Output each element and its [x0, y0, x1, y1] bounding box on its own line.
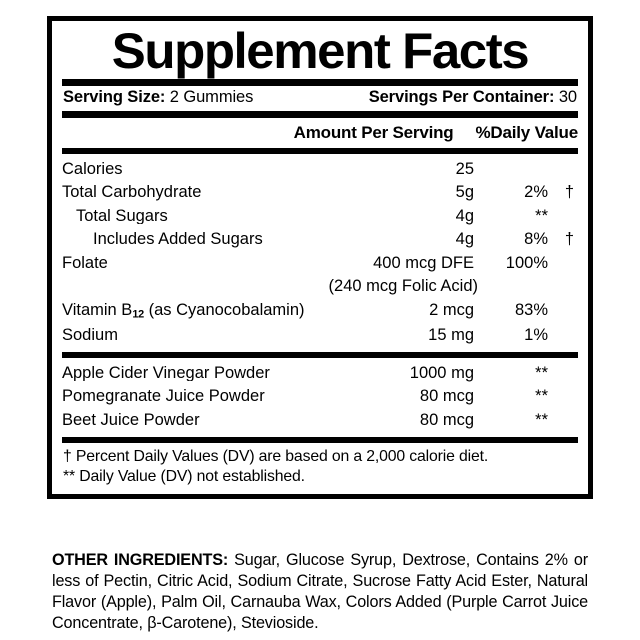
other-ingredients-heading: OTHER INGREDIENTS: — [52, 551, 229, 569]
supplement-facts-panel: Supplement Facts Serving Size: 2 Gummies… — [47, 16, 593, 499]
vitamin-b-tail: (as Cyanocobalamin) — [144, 301, 305, 319]
other-ingredients-block: OTHER INGREDIENTS: Sugar, Glucose Syrup,… — [52, 550, 588, 634]
blend-rows: Apple Cider Vinegar Powder 1000 mg ** Po… — [62, 358, 578, 432]
header-top-rule — [62, 111, 578, 119]
header-bottom-rule — [62, 148, 578, 155]
column-header-amount: Amount Per Serving — [293, 123, 454, 143]
serving-size: Serving Size: 2 Gummies — [63, 87, 253, 108]
nutrient-daily-value: ** — [535, 206, 548, 225]
column-header-row: Amount Per Serving %Daily Value — [62, 118, 579, 148]
nutrient-daily-value: 2% — [524, 183, 548, 202]
blend-ingredient-daily-value: ** — [535, 387, 548, 406]
other-ingredients-text: Sugar, Glucose Syrup, Dextrose, Contains… — [52, 551, 588, 633]
table-row: Total Carbohydrate 5g 2% † — [62, 181, 578, 205]
nutrient-rows: Calories 25 Total Carbohydrate 5g 2% † T… — [62, 154, 578, 347]
table-row: Includes Added Sugars 4g 8% † — [62, 228, 578, 252]
blend-ingredient-name: Beet Juice Powder — [62, 411, 200, 429]
vitamin-b-subscript: 12 — [132, 308, 145, 321]
servings-per-container: Servings Per Container: 30 — [369, 87, 577, 108]
blend-ingredient-amount: 1000 mg — [409, 363, 474, 382]
nutrient-amount: 25 — [455, 159, 474, 178]
footnotes-block: † Percent Daily Values (DV) are based on… — [62, 443, 578, 488]
folate-subline-row: (240 mcg Folic Acid) — [62, 275, 578, 299]
table-row: Total Sugars 4g ** — [62, 204, 578, 228]
blend-ingredient-name: Apple Cider Vinegar Powder — [62, 364, 270, 382]
nutrient-name: Vitamin B12 (as Cyanocobalamin) — [62, 302, 324, 320]
blend-ingredient-daily-value: ** — [535, 410, 548, 429]
nutrient-amount: 400 mcg DFE — [373, 253, 474, 272]
nutrient-amount: 4g — [455, 206, 474, 225]
nutrient-name: Total Sugars — [76, 207, 168, 225]
serving-size-value: 2 Gummies — [165, 88, 254, 106]
nutrient-amount: 4g — [455, 230, 474, 249]
table-row: Sodium 15 mg 1% — [62, 324, 578, 348]
footnote-dagger: † Percent Daily Values (DV) are based on… — [63, 447, 489, 465]
title-divider-rule — [62, 79, 578, 86]
nutrient-daily-value: 83% — [514, 300, 548, 319]
nutrient-daily-value: 8% — [524, 230, 548, 249]
table-row: Pomegranate Juice Powder 80 mcg ** — [62, 385, 578, 409]
table-row: Beet Juice Powder 80 mcg ** — [62, 408, 578, 432]
nutrient-daily-value: 1% — [524, 326, 548, 345]
blend-ingredient-daily-value: ** — [535, 363, 548, 382]
vitamin-b-base: Vitamin B — [62, 301, 133, 319]
nutrient-amount: 15 mg — [428, 326, 474, 345]
folate-subline-text: (240 mcg Folic Acid) — [328, 277, 478, 296]
serving-size-label: Serving Size: — [63, 88, 166, 106]
table-row: Apple Cider Vinegar Powder 1000 mg ** — [62, 361, 578, 385]
nutrient-name: Calories — [62, 160, 123, 178]
nutrient-amount: 2 mcg — [429, 300, 474, 319]
nutrient-name: Includes Added Sugars — [93, 231, 263, 248]
serving-info-line: Serving Size: 2 Gummies Servings Per Con… — [62, 86, 578, 111]
nutrient-name: Sodium — [62, 327, 118, 344]
nutrient-name: Folate — [62, 254, 108, 272]
blend-ingredient-amount: 80 mcg — [419, 410, 474, 429]
blend-separator-rule — [62, 352, 578, 359]
page-title: Supplement Facts — [111, 23, 530, 79]
nutrient-daily-value: 100% — [505, 253, 548, 272]
blend-ingredient-name: Pomegranate Juice Powder — [62, 388, 265, 405]
nutrient-footnote-mark: † — [564, 183, 574, 202]
servings-per-container-value: 30 — [554, 88, 577, 106]
nutrient-footnote-mark: † — [564, 230, 574, 249]
column-header-daily-value: %Daily Value — [475, 123, 579, 143]
servings-per-container-label: Servings Per Container: — [368, 88, 555, 106]
footnote-double-star: ** Daily Value (DV) not established. — [63, 468, 305, 486]
table-row: Vitamin B12 (as Cyanocobalamin) 2 mcg 83… — [62, 298, 578, 323]
nutrient-amount: 5g — [455, 183, 474, 202]
footnote-separator-rule — [62, 436, 578, 443]
nutrient-name: Total Carbohydrate — [62, 184, 202, 201]
blend-ingredient-amount: 80 mcg — [419, 387, 474, 406]
table-row: Folate 400 mcg DFE 100% — [62, 251, 578, 275]
table-row: Calories 25 — [62, 157, 578, 181]
